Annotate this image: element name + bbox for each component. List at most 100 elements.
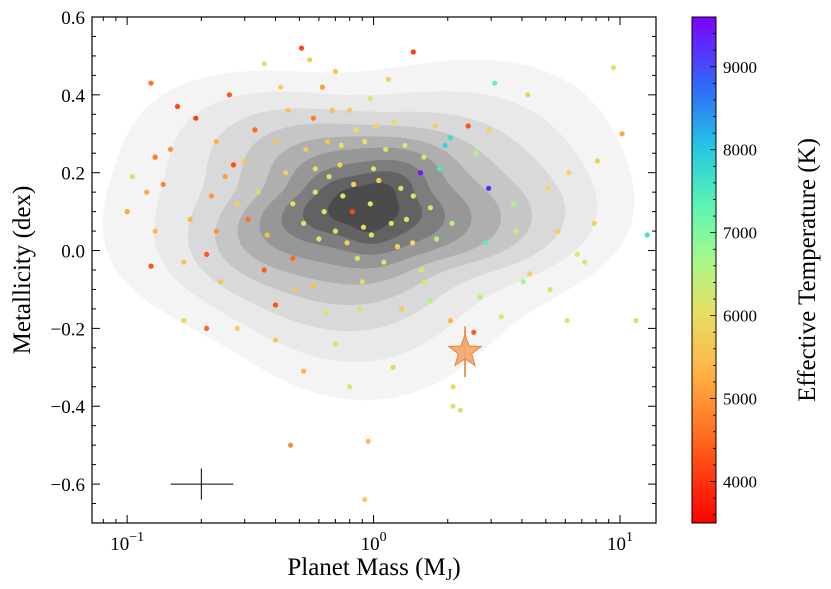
- data-point: [421, 279, 427, 285]
- y-tick-label: 0.4: [61, 86, 85, 107]
- data-point: [633, 318, 639, 324]
- data-point: [323, 310, 329, 316]
- data-point: [368, 232, 374, 238]
- data-point: [644, 232, 650, 238]
- data-point: [351, 181, 357, 187]
- data-point: [242, 158, 248, 164]
- x-axis-label: Planet Mass (MJ): [287, 554, 460, 584]
- x-axis-ticks: 10−1 100 101: [102, 17, 633, 555]
- data-point: [385, 76, 392, 82]
- data-point: [525, 92, 531, 98]
- data-point: [427, 205, 433, 211]
- y-tick-label: −0.4: [51, 397, 86, 418]
- data-point: [324, 139, 331, 145]
- data-point: [410, 193, 416, 199]
- data-point: [338, 142, 344, 148]
- data-point: [442, 142, 448, 148]
- colorbar: [691, 16, 717, 524]
- data-point: [486, 185, 492, 191]
- data-point: [187, 216, 193, 222]
- data-point: [213, 228, 219, 234]
- data-point: [204, 325, 210, 331]
- error-cross: [170, 468, 234, 500]
- density-contours: [102, 59, 635, 401]
- data-point: [450, 403, 456, 409]
- data-point: [471, 329, 477, 335]
- data-point: [450, 384, 456, 390]
- data-point: [347, 384, 353, 390]
- data-point: [465, 123, 471, 129]
- data-point: [337, 162, 343, 168]
- data-point: [301, 368, 307, 374]
- data-point: [349, 209, 355, 215]
- data-point: [383, 146, 389, 152]
- data-point: [310, 115, 316, 121]
- data-point: [285, 107, 291, 113]
- data-point: [371, 166, 377, 172]
- data-point: [367, 96, 373, 102]
- data-point: [152, 228, 158, 234]
- data-point: [545, 185, 551, 191]
- data-point: [234, 201, 240, 207]
- data-point: [410, 49, 416, 55]
- data-point: [477, 294, 483, 300]
- data-point: [498, 314, 504, 320]
- data-point: [427, 298, 433, 304]
- data-point: [362, 497, 368, 503]
- data-point: [174, 103, 181, 110]
- data-point: [402, 142, 408, 148]
- data-point: [129, 174, 135, 180]
- data-point: [326, 174, 332, 180]
- data-point: [272, 337, 279, 343]
- data-point: [298, 45, 305, 51]
- x-tick-label: 101: [607, 530, 633, 555]
- data-point: [208, 193, 215, 199]
- y-axis-label: Metallicity (dex): [9, 186, 36, 355]
- data-point: [329, 107, 335, 113]
- data-point: [399, 306, 405, 312]
- data-point: [510, 201, 517, 207]
- scatter-points: [124, 45, 650, 503]
- data-point: [290, 255, 296, 261]
- data-point: [547, 286, 553, 293]
- data-point: [564, 318, 570, 324]
- data-point: [261, 61, 267, 67]
- data-point: [388, 220, 394, 226]
- y-tick-label: 0.2: [61, 164, 85, 185]
- data-point: [319, 84, 325, 90]
- data-point: [312, 189, 318, 195]
- data-point: [181, 318, 187, 324]
- colorbar-tick-label: 8000: [723, 141, 757, 160]
- data-point: [292, 286, 298, 293]
- colorbar-tick-label: 5000: [723, 390, 757, 409]
- y-axis-ticks: 0.6 0.4 0.2 0.0 −0.2 −0.4 −0.6: [51, 8, 656, 524]
- y-tick-label: −0.6: [51, 475, 85, 496]
- data-point: [218, 279, 224, 285]
- data-point: [486, 127, 492, 133]
- data-point: [566, 170, 572, 176]
- data-point: [403, 216, 410, 222]
- data-point: [447, 318, 453, 324]
- colorbar-ticks: 4000 5000 6000 7000 8000 9000: [710, 16, 757, 516]
- data-point: [124, 209, 130, 215]
- colorbar-tick-label: 7000: [723, 224, 757, 243]
- data-point: [619, 131, 625, 137]
- y-tick-label: −0.2: [51, 319, 85, 340]
- data-point: [340, 193, 346, 199]
- data-point: [391, 119, 397, 125]
- data-point: [278, 84, 284, 90]
- data-point: [234, 325, 240, 331]
- y-tick-label: 0.0: [61, 242, 85, 263]
- data-point: [344, 240, 350, 246]
- data-point: [492, 80, 498, 86]
- data-point: [144, 189, 150, 195]
- data-point: [213, 139, 219, 145]
- data-point: [527, 271, 533, 277]
- data-point: [204, 251, 210, 257]
- y-tick-label: 0.6: [61, 8, 85, 29]
- data-point: [357, 306, 363, 312]
- data-point: [160, 181, 166, 187]
- data-point: [353, 127, 359, 133]
- data-point: [287, 442, 294, 448]
